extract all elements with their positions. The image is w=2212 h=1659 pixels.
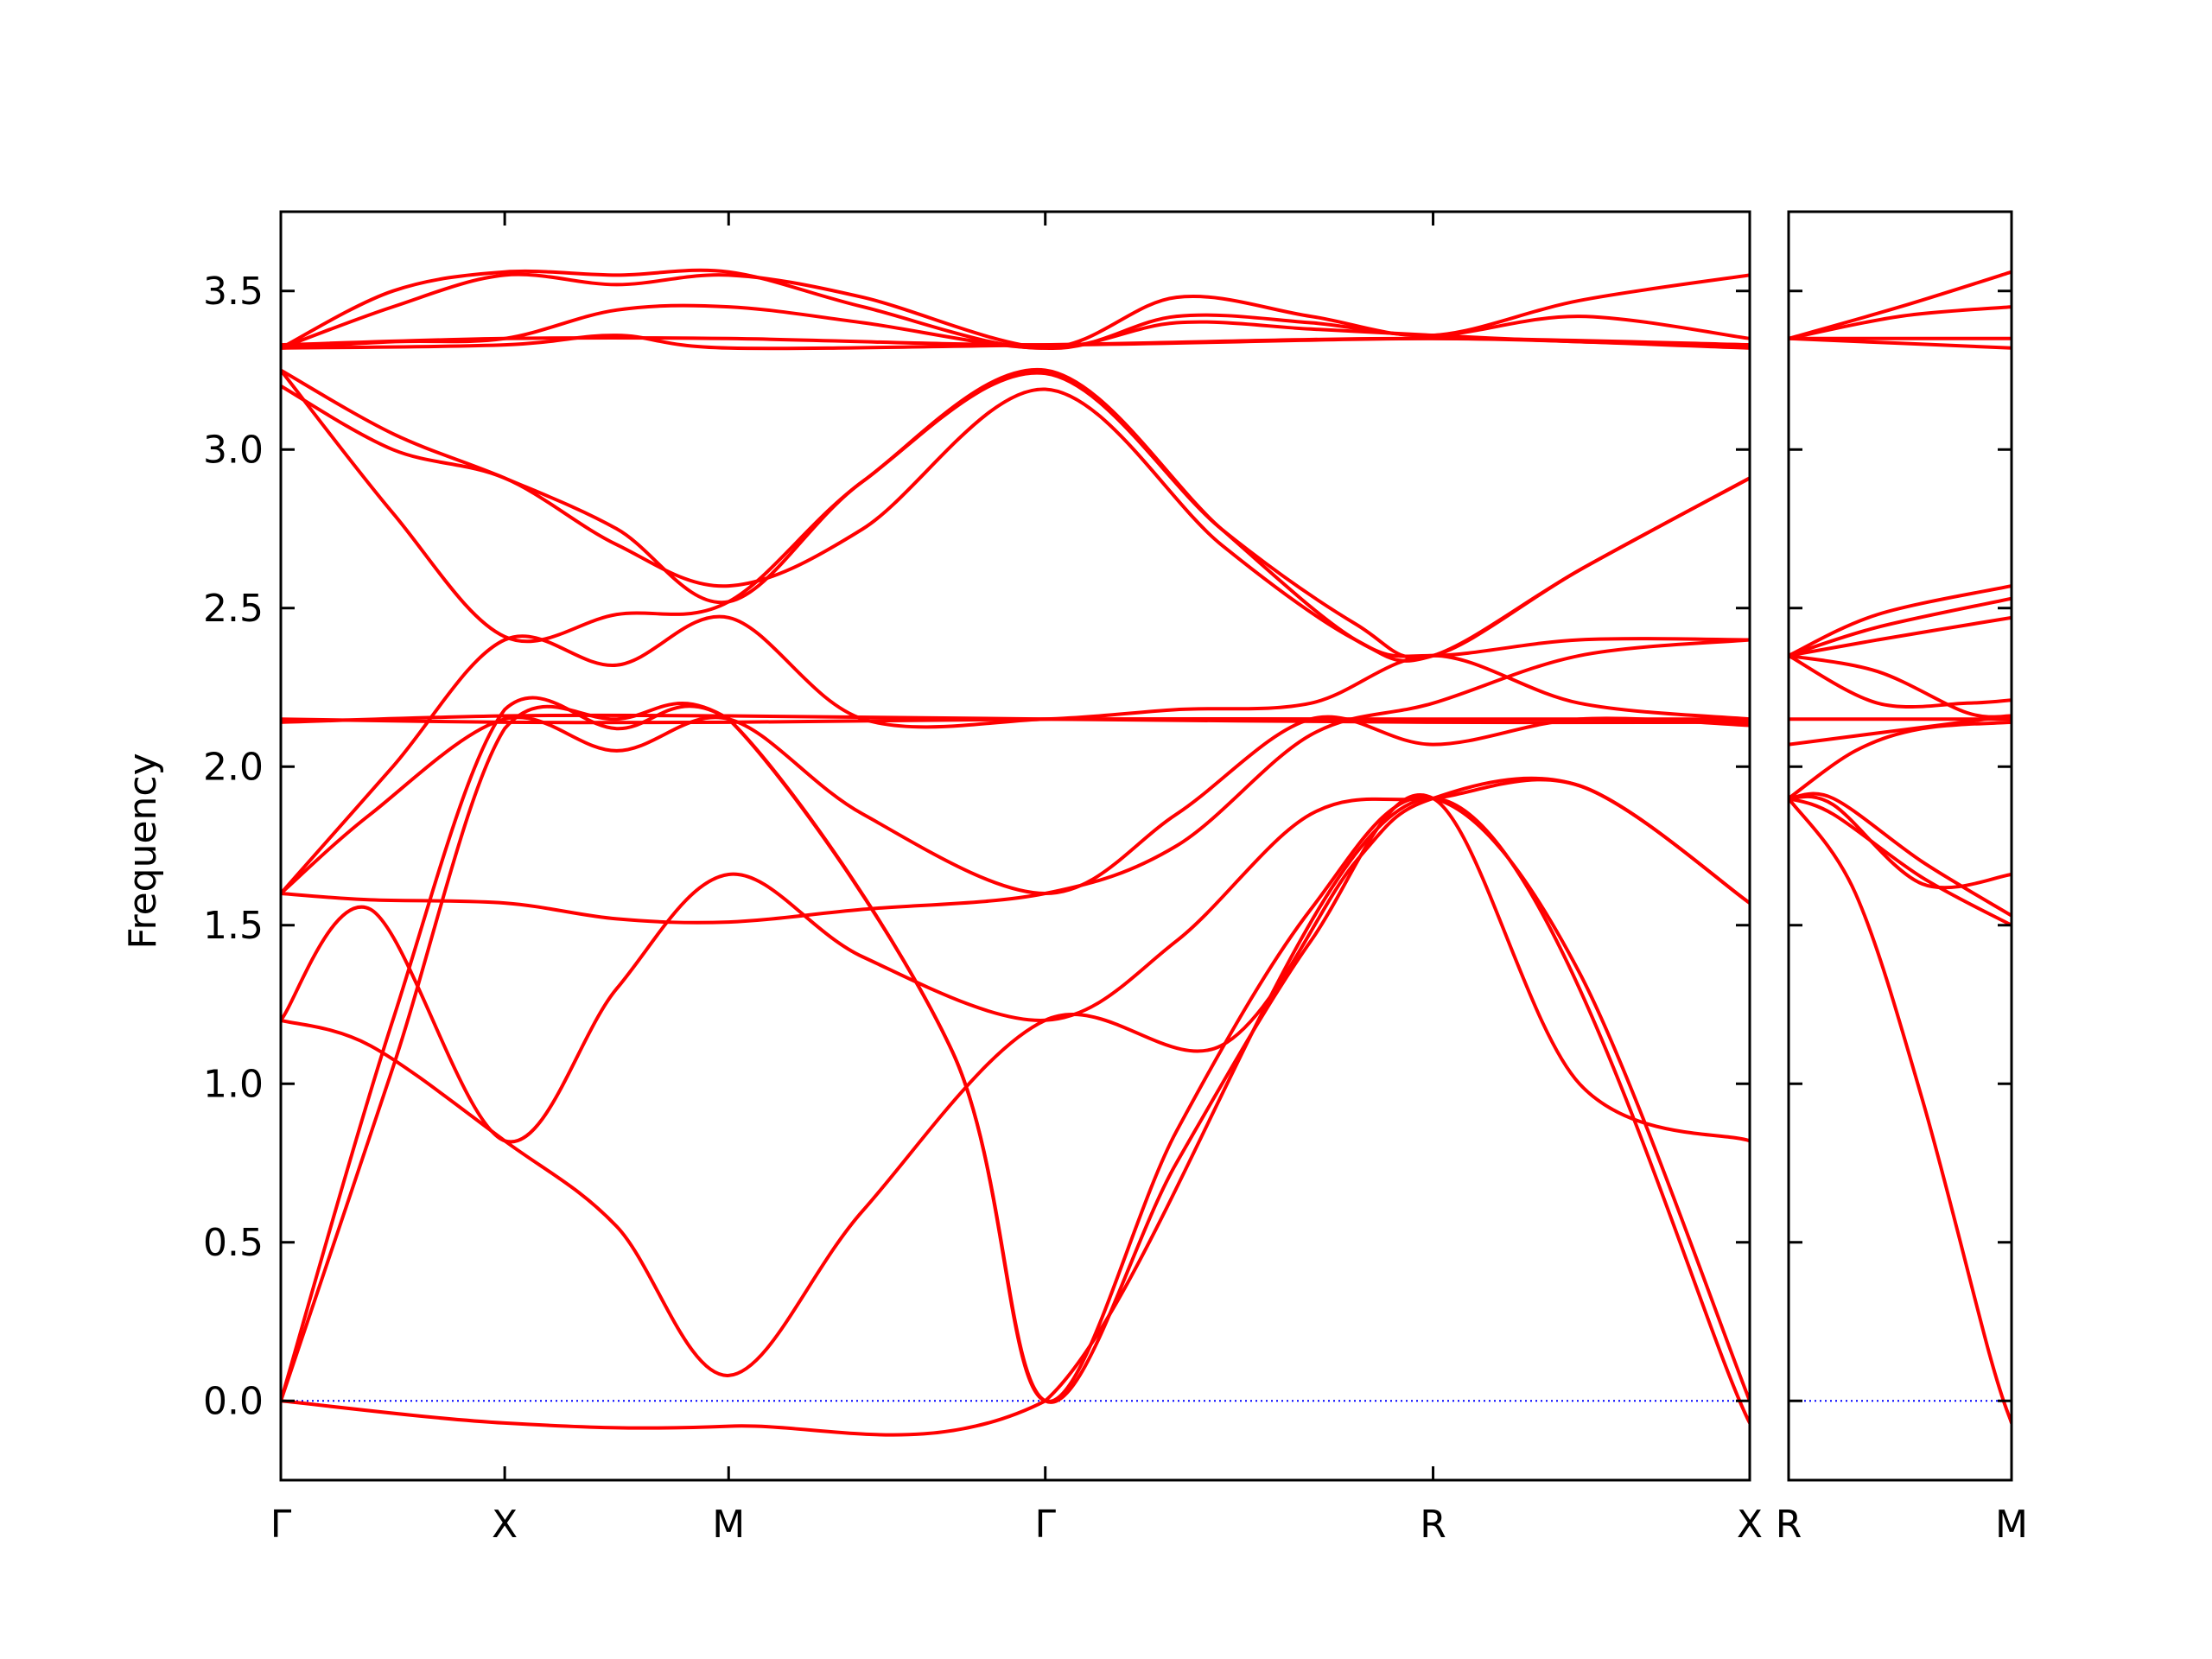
- axes-frame: [1787, 210, 2013, 1482]
- y-tick-label: 0.0: [203, 1379, 264, 1423]
- band-line-2: [281, 696, 1750, 1404]
- band-group: [281, 268, 1750, 1437]
- y-tick-label: 3.5: [203, 270, 264, 314]
- y-tick-label: 2.5: [203, 587, 264, 631]
- band-line-17: [281, 335, 1750, 347]
- band-line-10: [281, 367, 1750, 658]
- band-group: [1789, 270, 2012, 1425]
- band-line-1: [1789, 797, 2012, 927]
- x-tick-label: Γ: [1034, 1503, 1056, 1547]
- band-line-7: [281, 614, 1750, 895]
- band-line-2: [1789, 791, 2012, 918]
- y-tick-label: 1.0: [203, 1062, 264, 1106]
- band-line-8: [1789, 653, 2012, 719]
- x-tick-label: M: [1995, 1503, 2028, 1547]
- axes-frame: [279, 210, 1751, 1482]
- band-line-3: [281, 776, 1750, 1377]
- band-line-13: [1789, 305, 2012, 340]
- y-tick-label: 1.5: [203, 904, 264, 948]
- x-tick-label: X: [1737, 1503, 1763, 1547]
- band-line-4: [281, 778, 1750, 1144]
- band-line-7: [1789, 653, 2012, 709]
- y-tick-label: 3.0: [203, 428, 264, 472]
- band-line-0: [281, 796, 1750, 1437]
- x-tick-label: X: [492, 1503, 518, 1547]
- band-line-13: [281, 268, 1750, 350]
- y-axis-label: Frequency: [121, 753, 165, 949]
- band-line-9: [1789, 584, 2012, 658]
- band-line-9: [281, 713, 1750, 725]
- band-panel-main: 0.0 0.5 1.0 1.5 2.0 2.5 3.0 3.5 Γ X M Γ R X: [203, 210, 1763, 1547]
- band-line-15: [1789, 336, 2012, 350]
- band-line-1: [281, 702, 1750, 1403]
- band-line-0: [1789, 797, 2012, 1425]
- band-line-4: [1789, 720, 2012, 800]
- x-tick-label: R: [1776, 1503, 1802, 1547]
- band-line-6: [281, 715, 1750, 895]
- band-line-3: [1789, 794, 2012, 890]
- band-line-14: [281, 272, 1750, 350]
- band-line-12: [1789, 270, 2012, 340]
- x-tick-label: R: [1420, 1503, 1446, 1547]
- band-line-12: [281, 384, 1750, 663]
- band-line-10: [1789, 596, 2012, 658]
- band-line-11: [281, 368, 1750, 660]
- band-line-8: [281, 716, 1750, 725]
- band-line-5: [281, 638, 1750, 925]
- y-tick-label: 2.0: [203, 745, 264, 789]
- x-tick-label: M: [712, 1503, 745, 1547]
- band-line-11: [1789, 615, 2012, 658]
- x-tick-label: Γ: [270, 1503, 292, 1547]
- y-tick-label: 0.5: [203, 1221, 264, 1265]
